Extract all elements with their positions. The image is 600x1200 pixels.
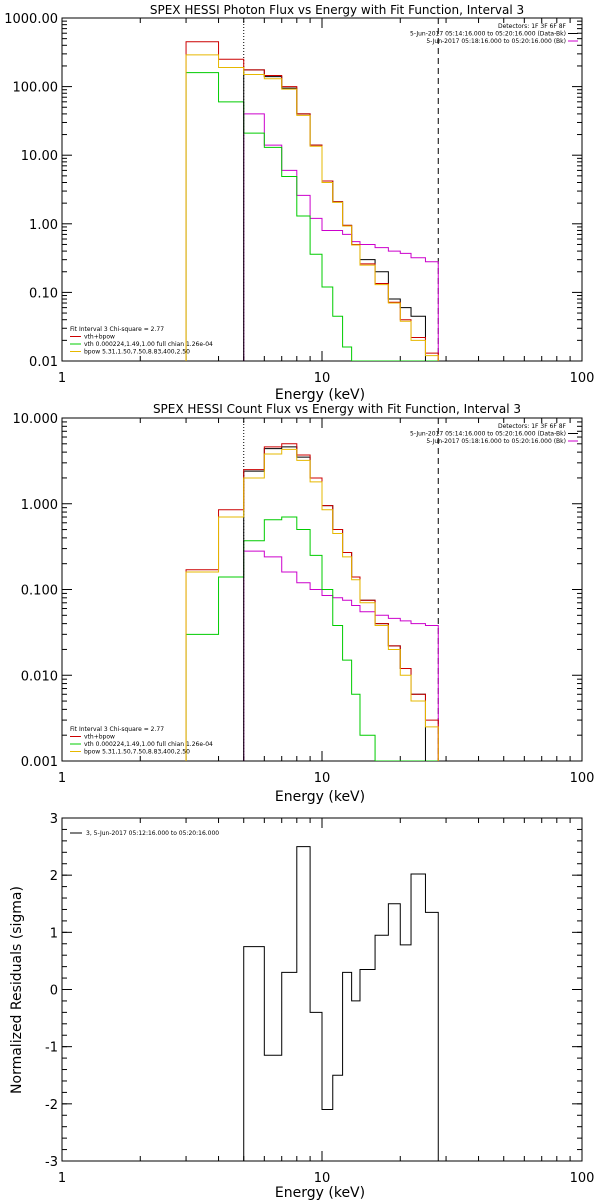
y-tick-label: 0.010: [21, 669, 58, 684]
legend-text: 5-Jun-2017 05:14:16.000 to 05:20:16.000 …: [410, 31, 566, 38]
x-tick-label: 100: [570, 1171, 595, 1186]
series-data-bk-line: [243, 69, 426, 361]
legend-text: Fit Interval 3 Chi-square = 2.77: [70, 726, 164, 733]
photon-flux-panel: SPEX HESSI Photon Flux vs Energy with Fi…: [4, 3, 594, 403]
y-tick-label: 0: [50, 984, 58, 999]
photon-flux-plot-frame: [61, 17, 583, 362]
count-flux-legend-topright: Detectors: 1F 3F 6F 8F5-Jun-2017 05:14:1…: [410, 423, 578, 445]
y-tick-label: 1000.00: [4, 12, 58, 27]
legend-text: Detectors: 1F 3F 6F 8F: [498, 23, 567, 30]
y-tick-label: 1.00: [29, 218, 58, 233]
x-tick-label: 10: [314, 371, 331, 386]
y-tick-label: 2: [50, 869, 58, 884]
photon-flux-title: SPEX HESSI Photon Flux vs Energy with Fi…: [150, 3, 524, 17]
series-bk-line: [243, 113, 439, 361]
y-tick-label: 10.00: [21, 149, 58, 164]
count-flux-xlabel: Energy (keV): [275, 789, 365, 805]
series-bpow-line: [185, 54, 439, 361]
y-tick-label: 0.001: [21, 755, 58, 770]
y-tick-label: 0.10: [29, 286, 58, 301]
residuals-legend: 3, 5-Jun-2017 05:12:16.000 to 05:20:16.0…: [70, 830, 219, 837]
series-vth-bpow-line: [185, 41, 439, 361]
x-tick-label: 1: [58, 771, 66, 786]
x-tick-label: 100: [570, 771, 595, 786]
legend-text: bpow 5.31,1.50,7.50,8.83,400,2.50: [84, 349, 190, 356]
y-tick-label: 10.000: [13, 412, 59, 427]
series-vth-line: [185, 516, 439, 761]
photon-flux-legend-topright: Detectors: 1F 3F 6F 8F5-Jun-2017 05:14:1…: [410, 23, 578, 45]
legend-text: 5-Jun-2017 05:18:16.000 to 05:20:16.000 …: [426, 438, 566, 445]
y-tick-label: 1: [50, 926, 58, 941]
legend-text: Detectors: 1F 3F 6F 8F: [498, 423, 567, 430]
photon-flux-legend-bottomleft: Fit Interval 3 Chi-square = 2.77vth+bpow…: [70, 326, 213, 356]
x-tick-label: 10: [314, 771, 331, 786]
residuals-ylabel: Normalized Residuals (sigma): [9, 886, 25, 1094]
series-bpow-line: [185, 448, 439, 761]
x-tick-label: 1: [58, 1171, 66, 1186]
series-data-bk-line: [243, 446, 426, 761]
legend-text: 5-Jun-2017 05:14:16.000 to 05:20:16.000 …: [410, 431, 566, 438]
count-flux-title: SPEX HESSI Count Flux vs Energy with Fit…: [153, 402, 521, 416]
residuals-panel: 1 10 100 -3 -2 -1 0 1 2 3 3, 5-Jun-2017 05:12:16.…: [9, 812, 594, 1200]
legend-text: bpow 5.31,1.50,7.50,8.83,400,2.50: [84, 749, 190, 756]
legend-text: vth 0.000224,1.49,1.00 full chian 1.26e-…: [84, 741, 213, 748]
legend-text: vth+bpow: [84, 334, 115, 341]
y-tick-label: -2: [45, 1098, 58, 1113]
photon-flux-xlabel: Energy (keV): [275, 387, 365, 403]
legend-text: 5-Jun-2017 05:18:16.000 to 05:20:16.000 …: [426, 38, 566, 45]
legend-text: 3, 5-Jun-2017 05:12:16.000 to 05:20:16.0…: [86, 830, 219, 837]
legend-text: Fit Interval 3 Chi-square = 2.77: [70, 326, 164, 333]
y-tick-label: -1: [45, 1041, 58, 1056]
y-tick-label: 0.100: [21, 584, 58, 599]
x-tick-label: 100: [570, 371, 595, 386]
series-vth-bpow-line: [185, 443, 439, 761]
count-flux-legend-bottomleft: Fit Interval 3 Chi-square = 2.77vth+bpow…: [70, 726, 213, 756]
legend-text: vth+bpow: [84, 734, 115, 741]
y-tick-label: 100.00: [13, 81, 59, 96]
y-tick-label: -3: [45, 1155, 58, 1170]
count-flux-panel: SPEX HESSI Count Flux vs Energy with Fit…: [13, 402, 595, 805]
x-tick-label: 1: [58, 371, 66, 386]
y-tick-label: 3: [50, 812, 58, 827]
series-bk-line: [243, 550, 439, 761]
residuals-xlabel: Energy (keV): [275, 1185, 365, 1200]
x-tick-label: 10: [314, 1171, 331, 1186]
y-tick-label: 1.000: [21, 498, 58, 513]
y-tick-label: 0.01: [29, 355, 58, 370]
residuals-series-line: [243, 846, 439, 1161]
legend-text: vth 0.000224,1.49,1.00 full chian 1.26e-…: [84, 341, 213, 348]
